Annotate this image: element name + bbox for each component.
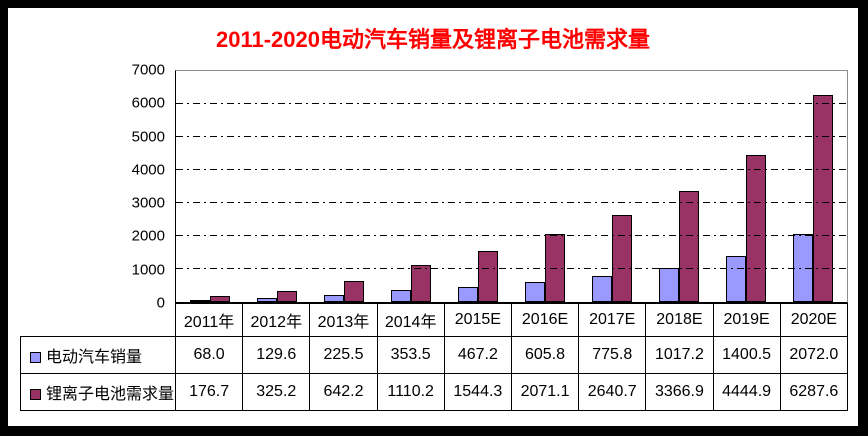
y-tick-label: 7000	[131, 61, 165, 79]
category-label: 2011年	[174, 303, 244, 337]
chart-region: 0 1000 2000 3000 4000 5000 6000 7000	[20, 63, 848, 311]
category-label: 2020E	[779, 303, 849, 337]
legend-swatch-icon	[30, 352, 41, 363]
category-slot	[713, 71, 780, 302]
bar-series-1	[726, 255, 747, 302]
value-cell: 129.6	[242, 336, 311, 374]
y-tick-label: 1000	[131, 261, 165, 279]
y-tick-label: 5000	[131, 128, 165, 146]
series-row: 电动汽车销量 68.0 129.6 225.5 353.5 467.2 605.8 775.8…	[20, 336, 849, 374]
category-label: 2015E	[443, 303, 512, 337]
legend-cell: 锂离子电池需求量	[20, 373, 176, 411]
value-cell: 4444.9	[712, 373, 781, 411]
value-cell: 6287.6	[779, 373, 849, 411]
bar-series-2	[477, 251, 498, 302]
bar-series-2	[679, 190, 700, 302]
bar-series-1	[323, 294, 344, 302]
legend-swatch-icon	[30, 389, 41, 400]
bar-series-1	[659, 268, 680, 302]
gridline	[176, 169, 847, 170]
chart-title: 2011-2020电动汽车销量及锂离子电池需求量	[216, 27, 650, 52]
category-slot	[444, 71, 511, 302]
category-slot	[780, 71, 847, 302]
category-slot	[646, 71, 713, 302]
value-cell: 353.5	[376, 336, 445, 374]
value-cell: 2071.1	[510, 373, 580, 411]
y-tick-label: 4000	[131, 161, 165, 179]
value-cell: 1400.5	[712, 336, 781, 374]
category-slot	[511, 71, 578, 302]
y-axis: 0 1000 2000 3000 4000 5000 6000 7000	[20, 63, 175, 311]
bar-series-1	[793, 233, 814, 302]
category-slot	[377, 71, 444, 302]
data-table: 2011年 2012年 2013年 2014年 2015E 2016E 2017E 2018E…	[20, 303, 849, 411]
category-slot	[243, 71, 310, 302]
bar-series-2	[343, 280, 364, 302]
gridline	[176, 136, 847, 137]
value-cell: 3366.9	[645, 373, 714, 411]
value-cell: 775.8	[578, 336, 647, 374]
y-tick-label: 2000	[131, 227, 165, 245]
category-label: 2014年	[376, 303, 445, 337]
bar-series-1	[390, 290, 411, 302]
value-cell: 325.2	[242, 373, 311, 411]
category-slot	[310, 71, 377, 302]
bar-series-2	[276, 291, 297, 302]
bar-series-1	[592, 276, 613, 302]
category-slot	[579, 71, 646, 302]
bar-series-1	[525, 282, 546, 302]
value-cell: 605.8	[510, 336, 580, 374]
bar-series-2	[410, 265, 431, 302]
legend-label: 锂离子电池需求量	[46, 386, 175, 403]
y-tick-label: 3000	[131, 194, 165, 212]
bar-series-1	[256, 297, 277, 302]
bar-series-2	[612, 214, 633, 302]
category-label: 2013年	[309, 303, 378, 337]
category-label: 2017E	[578, 303, 647, 337]
value-cell: 2072.0	[779, 336, 849, 374]
value-cell: 1017.2	[645, 336, 714, 374]
gridline	[176, 235, 847, 236]
bar-series-2	[545, 233, 566, 302]
gridline	[176, 268, 847, 269]
value-cell: 1544.3	[443, 373, 512, 411]
value-cell: 467.2	[443, 336, 512, 374]
value-cell: 225.5	[309, 336, 378, 374]
value-cell: 642.2	[309, 373, 378, 411]
bars-container	[176, 71, 847, 302]
bar-series-1	[457, 286, 478, 302]
y-tick-label: 6000	[131, 94, 165, 112]
bar-series-1	[189, 299, 210, 302]
category-header-row: 2011年 2012年 2013年 2014年 2015E 2016E 2017E 2018E…	[21, 303, 849, 337]
legend-label: 电动汽车销量	[46, 349, 143, 366]
value-cell: 2640.7	[578, 373, 647, 411]
chart-and-table: 0 1000 2000 3000 4000 5000 6000 7000 2011年 2012年…	[20, 63, 849, 411]
category-label: 2012年	[242, 303, 311, 337]
plot-area	[175, 70, 848, 303]
category-slot	[176, 71, 243, 302]
value-cell: 1110.2	[376, 373, 445, 411]
value-cell: 176.7	[174, 373, 244, 411]
gridline	[176, 202, 847, 203]
category-label: 2016E	[510, 303, 580, 337]
bar-series-2	[813, 94, 834, 302]
value-cell: 68.0	[174, 336, 244, 374]
category-label: 2019E	[712, 303, 781, 337]
series-row: 锂离子电池需求量 176.7 325.2 642.2 1110.2 1544.3 2071.…	[20, 373, 849, 411]
bar-series-2	[209, 296, 230, 302]
legend-cell: 电动汽车销量	[20, 336, 176, 374]
table-corner-cell	[21, 304, 176, 337]
y-tick-label: 0	[156, 294, 165, 312]
bar-series-2	[746, 155, 767, 302]
gridline	[176, 103, 847, 104]
category-label: 2018E	[645, 303, 714, 337]
